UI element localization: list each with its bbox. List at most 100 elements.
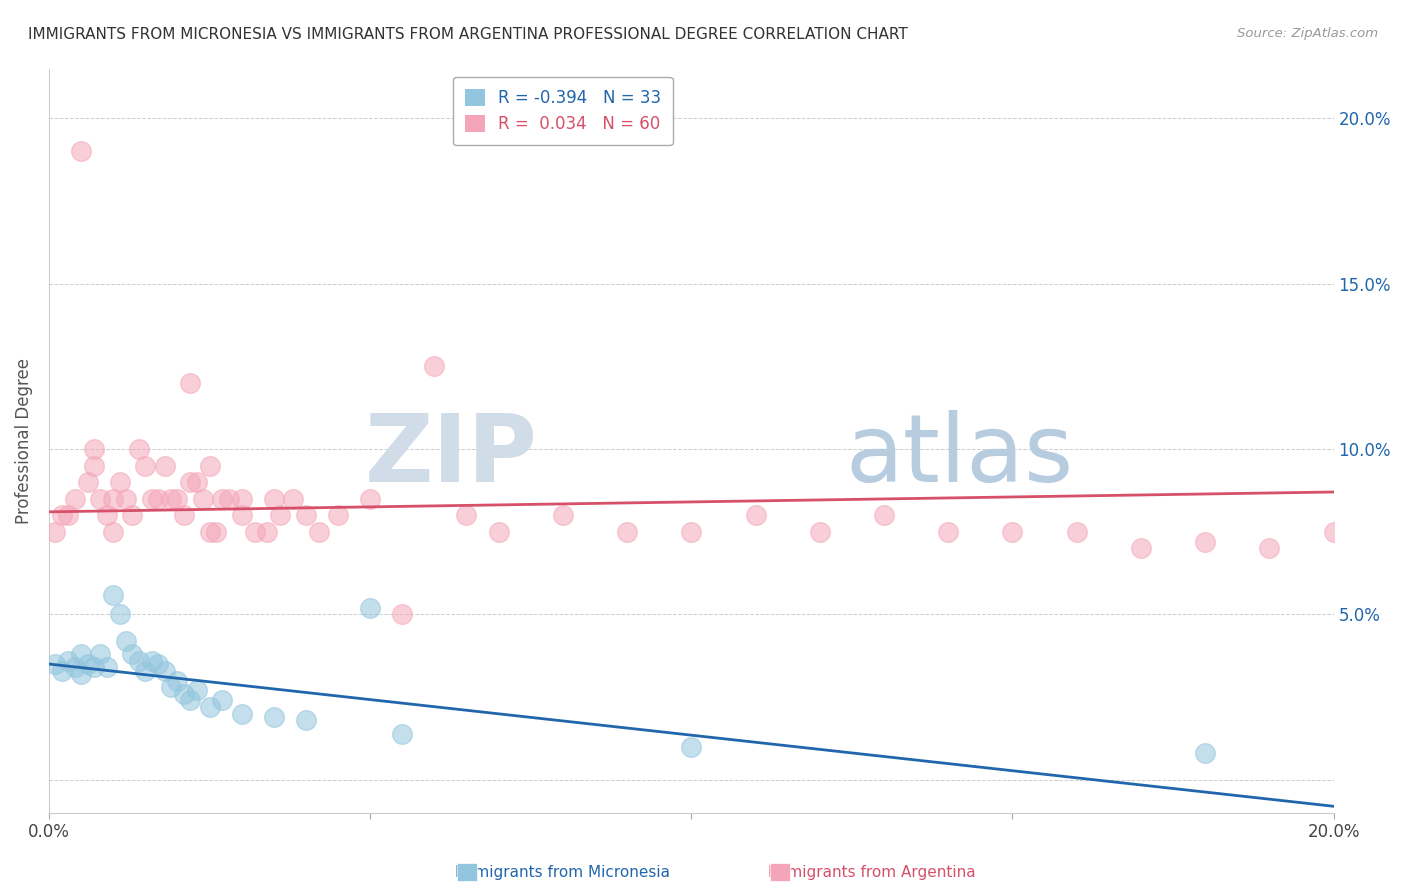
Point bbox=[326, 508, 349, 523]
Point bbox=[231, 508, 253, 523]
Point bbox=[96, 660, 118, 674]
Point bbox=[58, 654, 80, 668]
Point bbox=[70, 667, 93, 681]
Point bbox=[108, 475, 131, 489]
Point bbox=[263, 710, 285, 724]
Point bbox=[115, 491, 138, 506]
Point bbox=[391, 607, 413, 622]
Text: Immigrants from Argentina: Immigrants from Argentina bbox=[768, 865, 976, 880]
Text: Immigrants from Micronesia: Immigrants from Micronesia bbox=[456, 865, 669, 880]
Text: atlas: atlas bbox=[845, 409, 1074, 501]
Point bbox=[179, 376, 201, 390]
Point bbox=[146, 491, 169, 506]
Point bbox=[179, 693, 201, 707]
Point bbox=[128, 442, 150, 456]
Point bbox=[63, 491, 86, 506]
Text: Source: ZipAtlas.com: Source: ZipAtlas.com bbox=[1237, 27, 1378, 40]
Point bbox=[121, 508, 143, 523]
Point bbox=[205, 524, 228, 539]
Point bbox=[423, 359, 446, 374]
Point bbox=[359, 600, 381, 615]
Point bbox=[70, 145, 93, 159]
Point bbox=[83, 660, 105, 674]
Point bbox=[359, 491, 381, 506]
Point bbox=[616, 524, 638, 539]
Point bbox=[134, 664, 156, 678]
Text: IMMIGRANTS FROM MICRONESIA VS IMMIGRANTS FROM ARGENTINA PROFESSIONAL DEGREE CORR: IMMIGRANTS FROM MICRONESIA VS IMMIGRANTS… bbox=[28, 27, 908, 42]
Point bbox=[51, 508, 73, 523]
Point bbox=[96, 508, 118, 523]
Point bbox=[198, 524, 221, 539]
Point bbox=[153, 664, 176, 678]
Point bbox=[191, 491, 214, 506]
Point bbox=[115, 633, 138, 648]
Point bbox=[211, 693, 233, 707]
Point bbox=[551, 508, 574, 523]
Point bbox=[160, 680, 183, 694]
Text: ZIP: ZIP bbox=[364, 409, 537, 501]
Point bbox=[1323, 524, 1346, 539]
Point bbox=[173, 508, 195, 523]
Point bbox=[51, 664, 73, 678]
Point bbox=[1129, 541, 1152, 556]
Point bbox=[179, 475, 201, 489]
Point bbox=[218, 491, 240, 506]
Point bbox=[1194, 747, 1216, 761]
Point bbox=[295, 713, 318, 727]
Point bbox=[198, 458, 221, 473]
Point bbox=[211, 491, 233, 506]
Point bbox=[103, 524, 125, 539]
Point bbox=[76, 657, 98, 671]
Point bbox=[44, 524, 66, 539]
Point bbox=[141, 491, 163, 506]
Point bbox=[103, 588, 125, 602]
Point bbox=[269, 508, 291, 523]
Point bbox=[1066, 524, 1088, 539]
Point bbox=[153, 458, 176, 473]
Point bbox=[873, 508, 896, 523]
Point bbox=[243, 524, 266, 539]
Point bbox=[103, 491, 125, 506]
Point bbox=[488, 524, 510, 539]
Point bbox=[83, 458, 105, 473]
Point bbox=[936, 524, 959, 539]
Point bbox=[83, 442, 105, 456]
Point bbox=[744, 508, 766, 523]
Point bbox=[231, 706, 253, 721]
Point bbox=[198, 700, 221, 714]
Point bbox=[128, 654, 150, 668]
Point bbox=[173, 687, 195, 701]
Point bbox=[681, 524, 703, 539]
Point bbox=[1001, 524, 1024, 539]
Point bbox=[231, 491, 253, 506]
Point bbox=[295, 508, 318, 523]
Point bbox=[76, 475, 98, 489]
Point bbox=[108, 607, 131, 622]
Point bbox=[186, 683, 208, 698]
Point bbox=[44, 657, 66, 671]
Point bbox=[146, 657, 169, 671]
Point bbox=[1258, 541, 1281, 556]
Point bbox=[281, 491, 304, 506]
Point bbox=[1194, 534, 1216, 549]
Point bbox=[166, 673, 188, 688]
Point bbox=[89, 491, 111, 506]
Point bbox=[391, 726, 413, 740]
Point bbox=[89, 647, 111, 661]
Point bbox=[681, 739, 703, 754]
Point bbox=[141, 654, 163, 668]
Point bbox=[58, 508, 80, 523]
Point bbox=[456, 508, 478, 523]
Y-axis label: Professional Degree: Professional Degree bbox=[15, 358, 32, 524]
Point bbox=[121, 647, 143, 661]
Point bbox=[808, 524, 831, 539]
Point bbox=[166, 491, 188, 506]
Point bbox=[263, 491, 285, 506]
Point bbox=[70, 647, 93, 661]
Point bbox=[63, 660, 86, 674]
Point bbox=[186, 475, 208, 489]
Point bbox=[134, 458, 156, 473]
Legend: R = -0.394   N = 33, R =  0.034   N = 60: R = -0.394 N = 33, R = 0.034 N = 60 bbox=[453, 77, 672, 145]
Point bbox=[160, 491, 183, 506]
Point bbox=[256, 524, 278, 539]
